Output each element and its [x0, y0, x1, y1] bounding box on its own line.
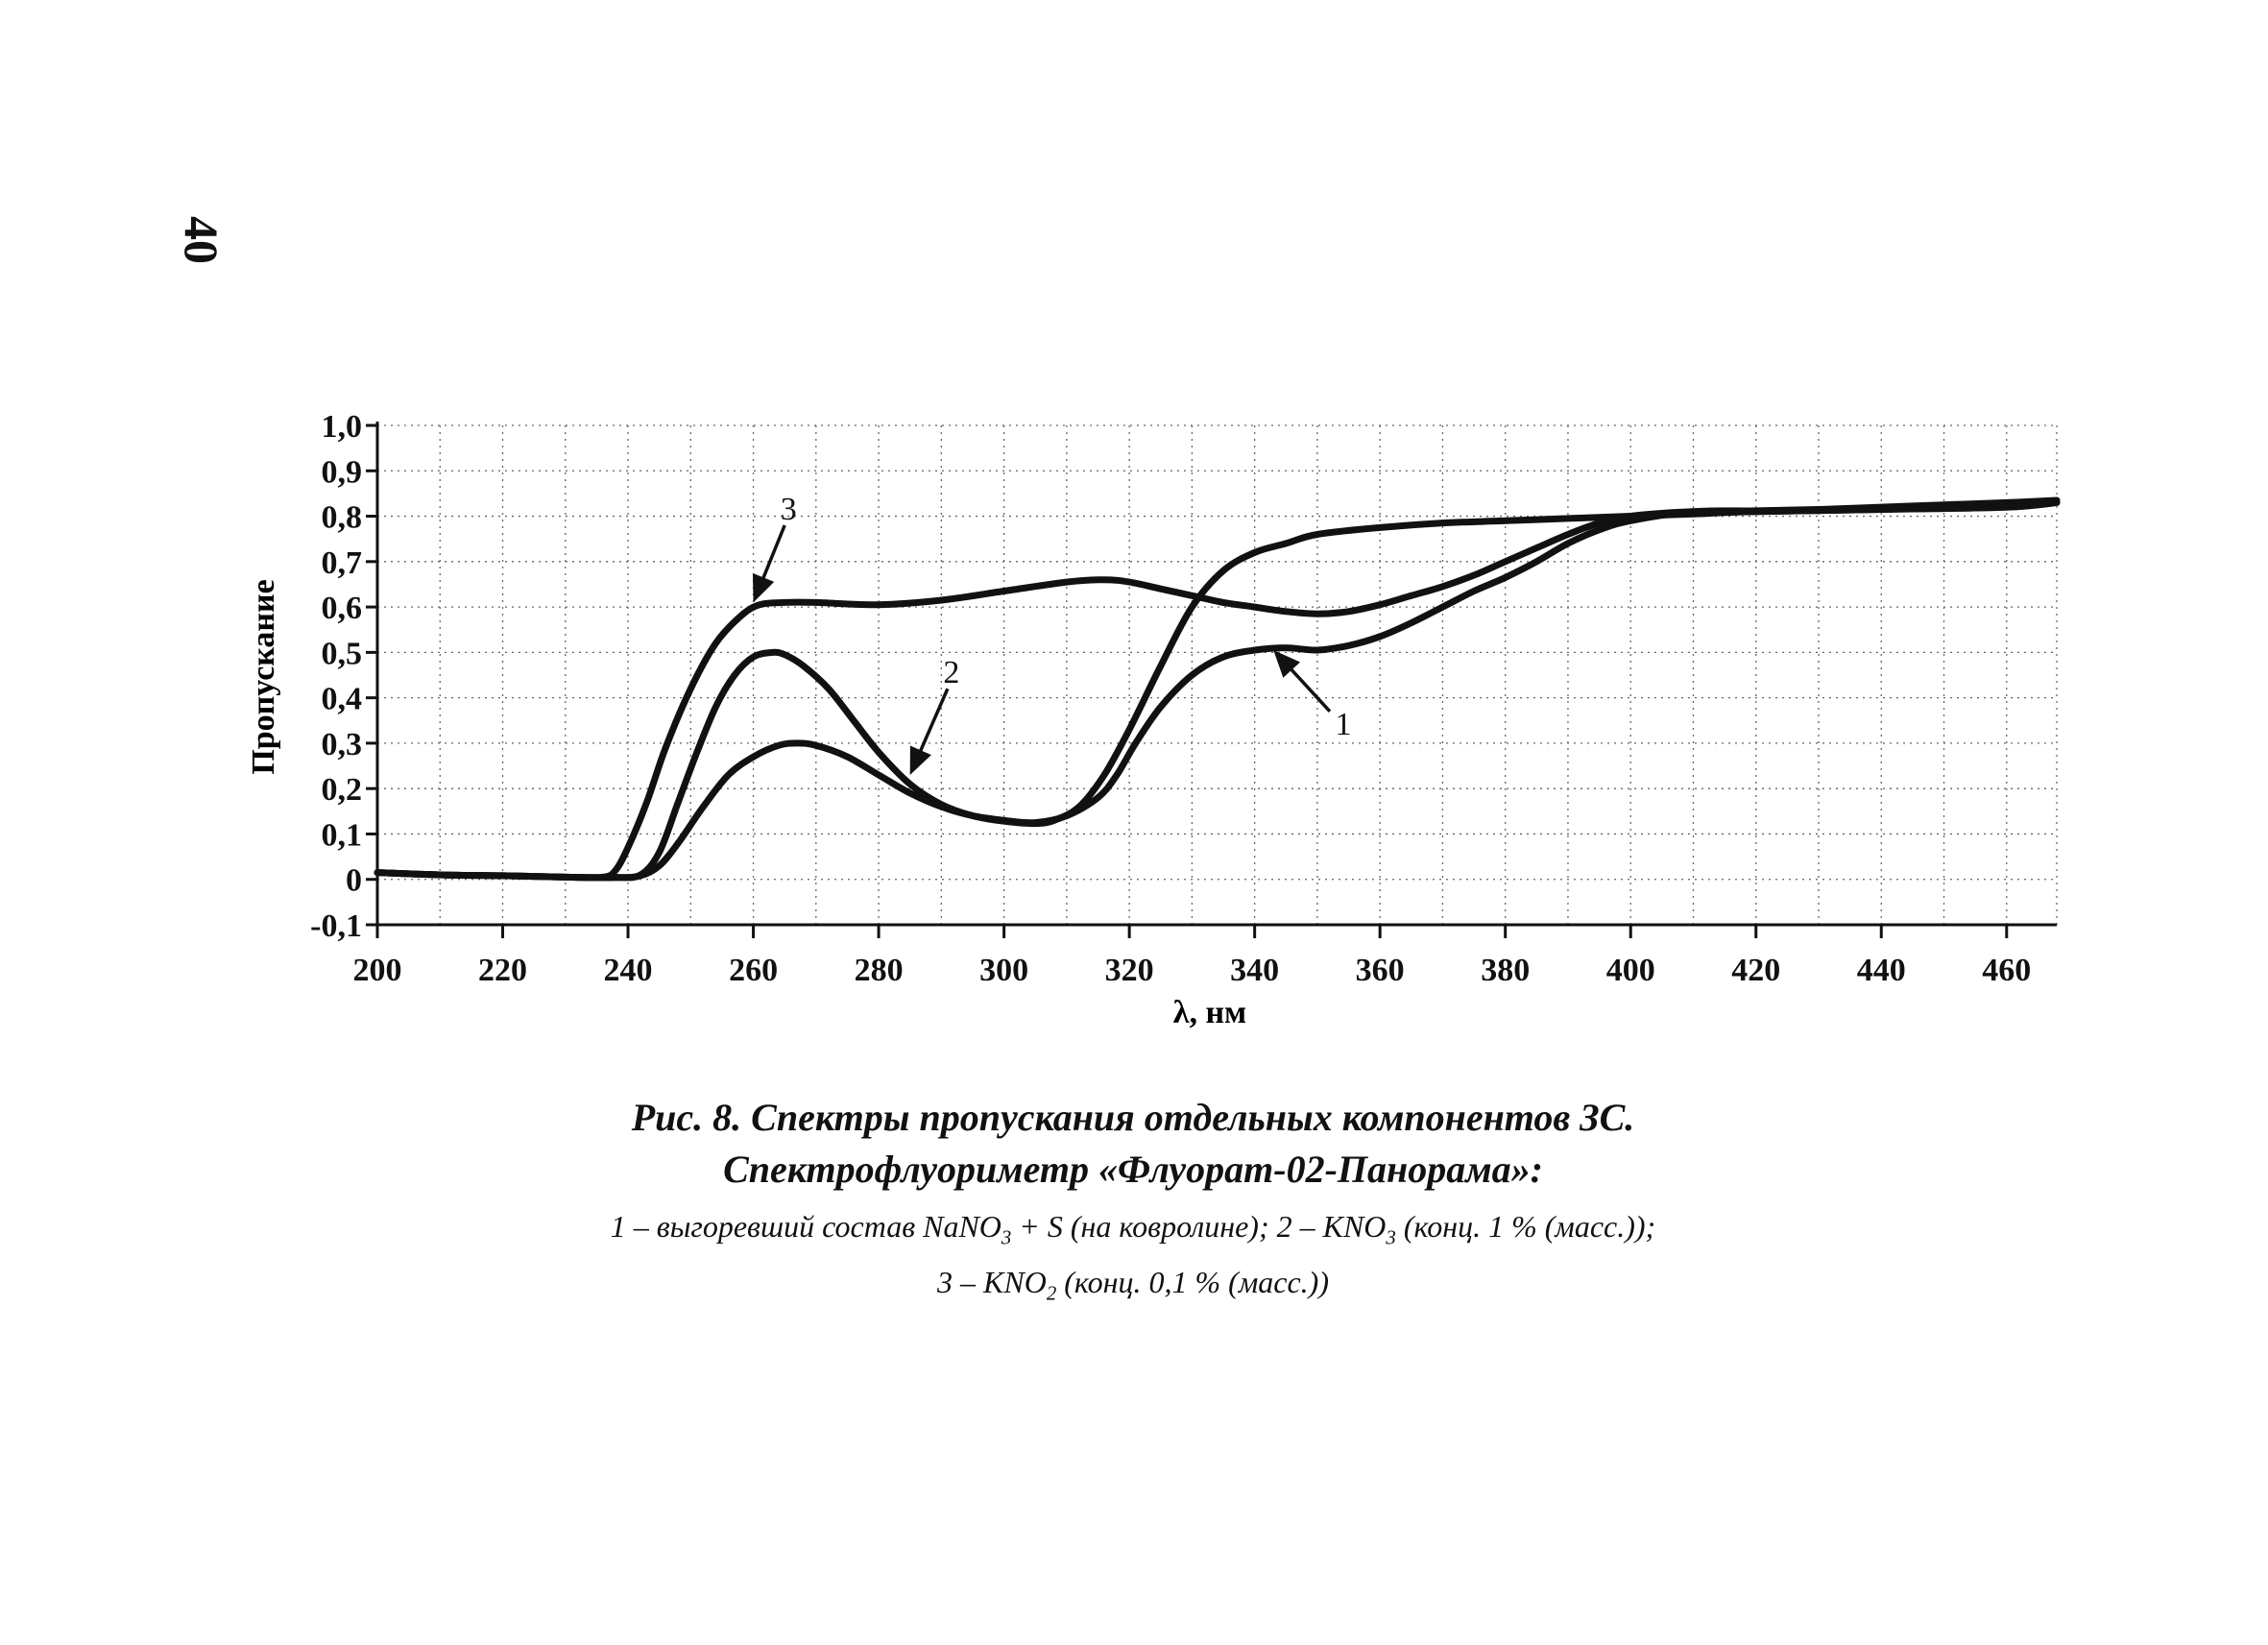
annotation-label-2: 2	[943, 655, 959, 690]
caption-line-1: Рис. 8. Спектры пропускания отдельных ко…	[631, 1096, 1635, 1139]
annotation-label-1: 1	[1335, 707, 1351, 742]
y-tick-label: 0,4	[322, 682, 363, 717]
caption-legend-1-sub-3: 3	[1386, 1226, 1396, 1249]
caption-legend-2-text: (конц. 0,1 % (масс.))	[1056, 1265, 1329, 1300]
chart-series	[374, 496, 2061, 882]
y-tick-label: -0,1	[310, 908, 362, 944]
annotation-arrowhead-2	[909, 745, 931, 775]
series-line-3	[374, 498, 2061, 882]
annotation-arrow-3	[758, 524, 786, 588]
y-tick-label: 0,8	[322, 500, 363, 536]
annotation-arrow-1	[1284, 662, 1332, 714]
y-tick-label: 0	[346, 863, 362, 899]
figure-caption-legend: 1 – выгоревший состав NaNO3 + S (на ковр…	[384, 1204, 1882, 1317]
y-axis-ticks: 1,0 0,9 0,8 0,7 0,6 0,5 0,4 0,3 0,2 0,1 0 -0,1	[310, 409, 377, 944]
caption-legend-1-text: 1 – выгоревший состав NaNO	[610, 1209, 1001, 1244]
series-line-2	[374, 498, 2061, 882]
annotation-arrowhead-1	[1273, 650, 1301, 678]
x-tick-label: 420	[1731, 953, 1780, 988]
x-tick-label: 380	[1481, 953, 1530, 988]
x-axis-label: λ, нм	[1173, 995, 1246, 1030]
caption-legend-line-2: 3 – KNO2 (конц. 0,1 % (масс.))	[384, 1260, 1882, 1316]
x-tick-label: 200	[353, 953, 402, 988]
y-axis-label: Пропускание	[246, 579, 281, 774]
chart-grid	[377, 424, 2058, 925]
y-tick-label: 1,0	[322, 409, 363, 445]
x-tick-label: 440	[1857, 953, 1906, 988]
x-tick-label: 460	[1982, 953, 2031, 988]
x-tick-label: 240	[604, 953, 653, 988]
x-tick-label: 400	[1606, 953, 1655, 988]
caption-legend-1-sub-3: 3	[1001, 1226, 1012, 1249]
caption-legend-line-1: 1 – выгоревший состав NaNO3 + S (на ковр…	[384, 1204, 1882, 1260]
y-tick-label: 0,1	[322, 817, 363, 853]
x-tick-label: 360	[1356, 953, 1405, 988]
caption-line-2: Спектрофлуориметр «Флуорат-02-Панорама»:	[723, 1148, 1543, 1191]
x-tick-label: 320	[1105, 953, 1154, 988]
y-tick-label: 0,3	[322, 727, 363, 762]
caption-legend-1-text: (конц. 1 % (масс.));	[1395, 1209, 1656, 1244]
caption-legend-2-sub-2: 2	[1046, 1282, 1057, 1305]
x-tick-label: 300	[979, 953, 1028, 988]
chart-annotations: 1 2 3	[752, 492, 1351, 775]
annotation-label-3: 3	[781, 492, 797, 527]
x-tick-label: 280	[855, 953, 904, 988]
annotation-arrowhead-3	[752, 572, 775, 603]
x-tick-label: 220	[478, 953, 527, 988]
caption-legend-2-text: 3 – KNO	[937, 1265, 1047, 1300]
y-tick-label: 0,7	[322, 545, 363, 581]
y-tick-label: 0,2	[322, 772, 363, 808]
y-tick-label: 0,5	[322, 636, 363, 671]
x-tick-label: 260	[729, 953, 778, 988]
series-line-1	[374, 496, 2061, 882]
figure-caption-title: Рис. 8. Спектры пропускания отдельных ко…	[384, 1092, 1882, 1196]
chart-axes	[375, 422, 2057, 927]
x-axis-ticks: 200 220 240 260 280 300 320 340 360 380 400 420 440 4…	[353, 925, 2031, 988]
y-tick-label: 0,9	[322, 454, 363, 490]
y-tick-label: 0,6	[322, 591, 363, 626]
caption-legend-1-text: + S (на ковролине); 2 – KNO	[1011, 1209, 1387, 1244]
x-tick-label: 340	[1230, 953, 1279, 988]
annotation-arrow-2	[915, 688, 950, 761]
